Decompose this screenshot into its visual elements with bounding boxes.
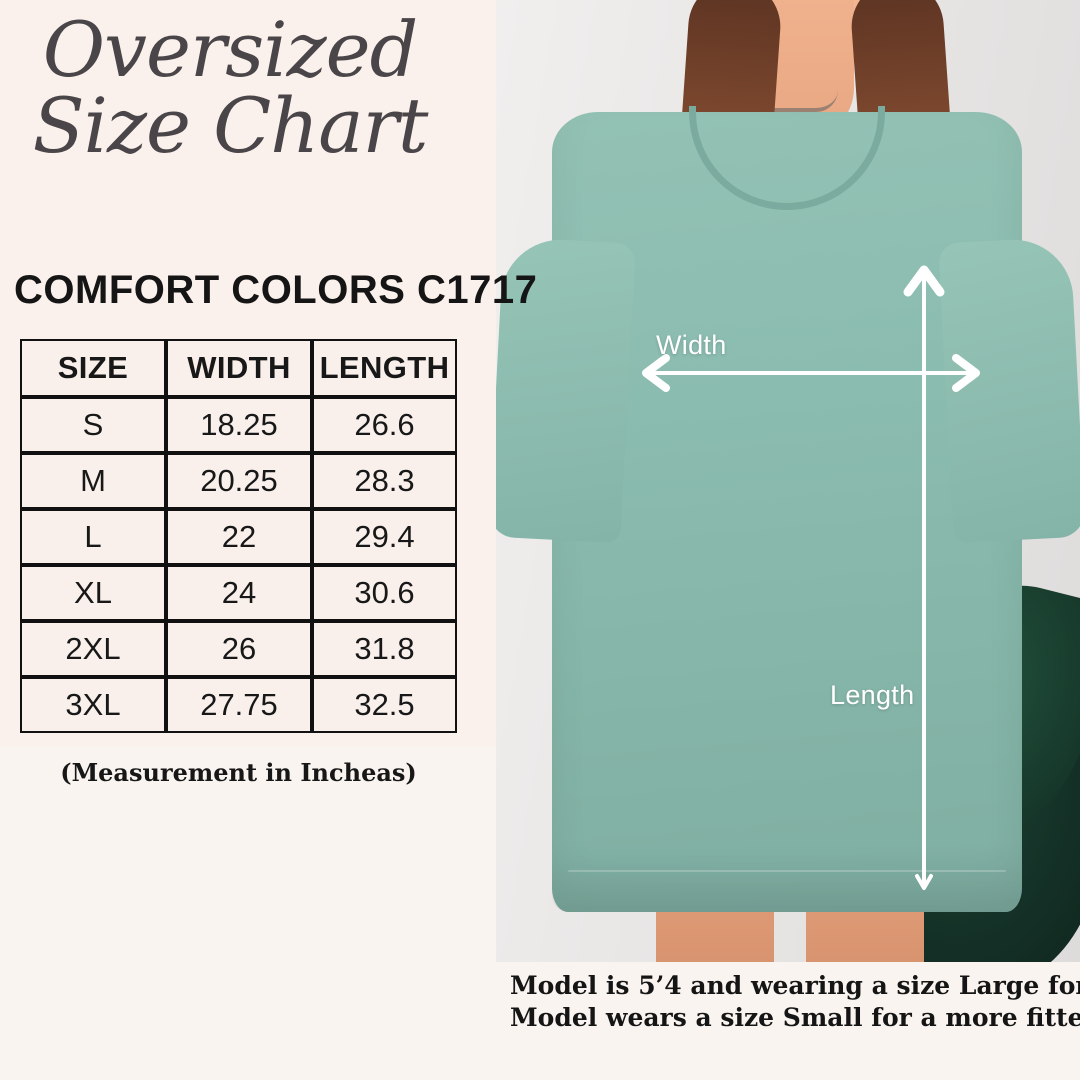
size-table: SIZE WIDTH LENGTH S 18.25 26.6 M 20.25 2… — [20, 339, 457, 733]
cell-size: L — [20, 509, 166, 565]
caption-line-1: Model is 5’4 and wearing a size Large fo… — [510, 971, 1080, 1000]
table-row: L 22 29.4 — [20, 509, 457, 565]
cell-length: 28.3 — [312, 453, 457, 509]
cell-length: 29.4 — [312, 509, 457, 565]
cell-width: 26 — [166, 621, 312, 677]
tshirt-sleeve-right — [938, 236, 1080, 544]
table-header-length: LENGTH — [312, 339, 457, 397]
table-header-width: WIDTH — [166, 339, 312, 397]
tshirt-collar — [689, 106, 885, 210]
cell-length: 30.6 — [312, 565, 457, 621]
cell-size: S — [20, 397, 166, 453]
caption-line-2: Model wears a size Small for a more fitt… — [510, 1003, 1080, 1032]
model-photo: Width Length — [496, 0, 1080, 962]
cell-size: XL — [20, 565, 166, 621]
table-row: M 20.25 28.3 — [20, 453, 457, 509]
cell-size: M — [20, 453, 166, 509]
cell-size: 2XL — [20, 621, 166, 677]
cell-width: 22 — [166, 509, 312, 565]
cell-length: 26.6 — [312, 397, 457, 453]
table-row: 3XL 27.75 32.5 — [20, 677, 457, 733]
tshirt-hem — [568, 870, 1006, 872]
brand-heading: COMFORT COLORS C1717 — [14, 268, 538, 312]
measurement-unit-note: (Measurement in Incheas) — [60, 758, 417, 787]
table-row: 2XL 26 31.8 — [20, 621, 457, 677]
table-header-size: SIZE — [20, 339, 166, 397]
cell-width: 24 — [166, 565, 312, 621]
table-row: XL 24 30.6 — [20, 565, 457, 621]
cell-length: 32.5 — [312, 677, 457, 733]
model-caption: Model is 5’4 and wearing a size Large fo… — [496, 962, 1080, 1080]
cell-width: 18.25 — [166, 397, 312, 453]
table-header-row: SIZE WIDTH LENGTH — [20, 339, 457, 397]
cell-width: 27.75 — [166, 677, 312, 733]
table-row: S 18.25 26.6 — [20, 397, 457, 453]
cell-size: 3XL — [20, 677, 166, 733]
tshirt-garment — [496, 106, 1080, 912]
left-panel-lower-band — [0, 746, 496, 1080]
cell-width: 20.25 — [166, 453, 312, 509]
cell-length: 31.8 — [312, 621, 457, 677]
